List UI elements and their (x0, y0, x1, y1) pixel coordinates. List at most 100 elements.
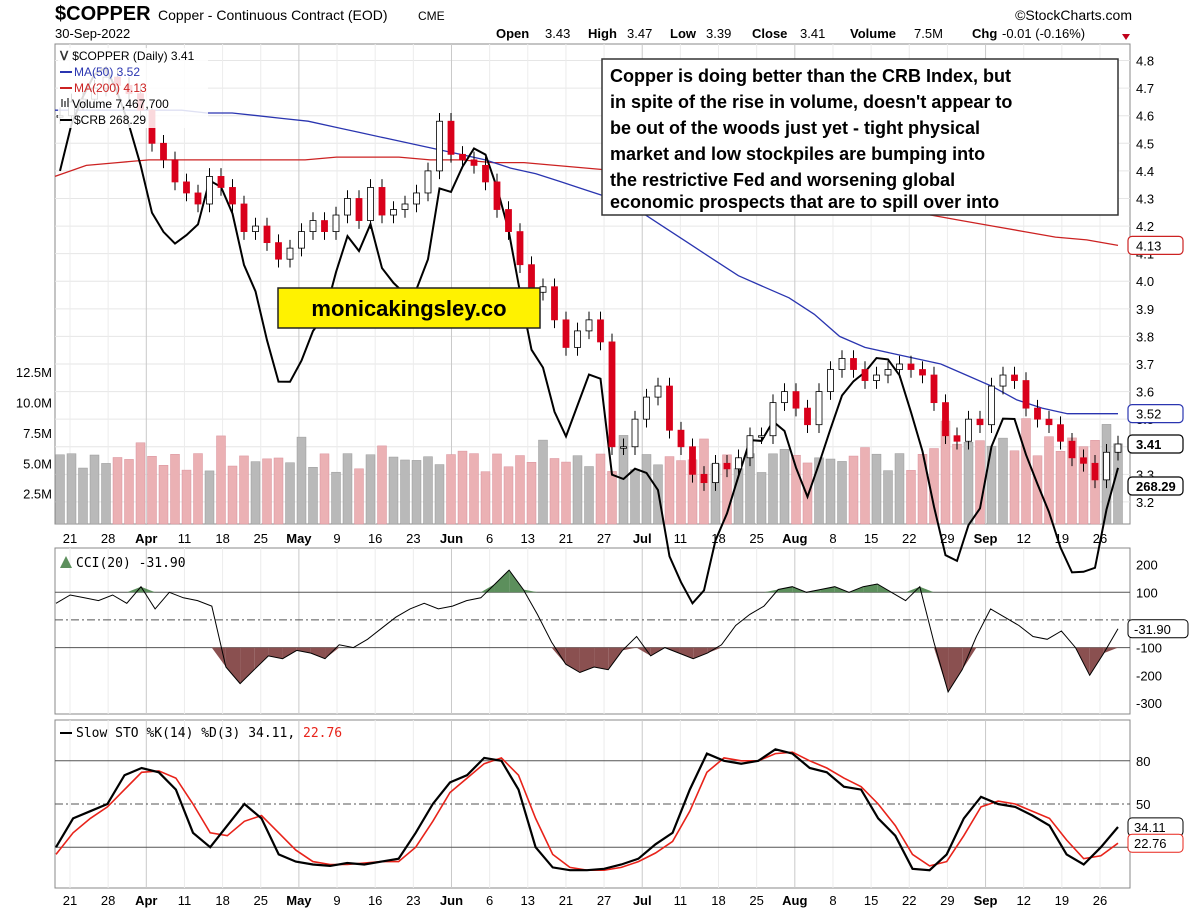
candle-body (160, 142, 167, 161)
x-tick-label-bottom: 19 (1055, 893, 1069, 908)
cci-oversold-fill (1089, 647, 1104, 676)
candle-body (390, 209, 397, 216)
volume-bar (480, 471, 491, 525)
candle-body (240, 203, 248, 232)
volume-bar (1032, 455, 1043, 525)
volume-bar (66, 453, 77, 525)
crb-series-line (59, 66, 1119, 606)
volume-bar (331, 471, 341, 525)
candle-body (643, 396, 650, 420)
legend-crb: $CRB 268.29 (74, 113, 146, 127)
watermark-bg (277, 287, 541, 329)
sto-label: Slow STO %K(14) %D(3) 34.11, 22.76 (76, 726, 342, 741)
volume-bar (296, 436, 307, 525)
volume-bar (848, 455, 859, 525)
volume-bar (894, 453, 905, 525)
volume-bar (814, 457, 824, 525)
cci-oversold-fill (636, 647, 651, 656)
volume-bar (101, 463, 111, 525)
cci-label: CCI(20) -31.90 (76, 556, 186, 571)
volume-bar (986, 445, 997, 525)
cci-oversold-fill (622, 647, 637, 651)
candle-body (965, 418, 972, 442)
x-tick-label-bottom: 27 (597, 893, 611, 908)
candle-body (482, 164, 489, 183)
x-tick-label-bottom: 16 (368, 893, 382, 908)
x-tick-label-bottom: 15 (864, 893, 878, 908)
price-tick-label: 4.6 (1136, 109, 1154, 124)
x-tick-label: 11 (178, 531, 192, 546)
volume-bar (722, 454, 732, 525)
candle-body (355, 198, 363, 221)
volume-bar (354, 468, 364, 525)
candle-body (470, 159, 478, 166)
volume-bar (147, 456, 157, 525)
low-value: 3.39 (706, 26, 731, 41)
cci-legend: CCI(20) -31.90 (60, 556, 186, 571)
sto-d-frame (1127, 833, 1184, 853)
cci-value-tag: -31.90 (1134, 622, 1171, 637)
quote-strip: Open 3.43 High 3.47 Low 3.39 Close 3.41 … (496, 26, 1130, 41)
volume-label: Volume (850, 26, 896, 41)
ma200-value-tag: 4.13 (1136, 238, 1161, 253)
volume-bar (572, 455, 583, 525)
cci-oversold-fill (594, 647, 609, 670)
volume-bar (55, 454, 65, 525)
crb-value-tag-frame (1127, 476, 1184, 496)
commentary-frame (601, 58, 1119, 216)
volume-bar (584, 466, 594, 525)
candle-body (539, 286, 547, 293)
x-tick-label: Apr (135, 531, 157, 546)
candle-body (1011, 374, 1018, 381)
volume-bar (170, 454, 180, 525)
x-tick-label: 11 (674, 531, 688, 546)
cci-overbought-fill (820, 586, 835, 593)
ma50-value-tag: 3.52 (1136, 407, 1161, 422)
volume-bar (906, 470, 916, 525)
candle-body (447, 120, 455, 155)
watermark-badge: monicakingsley.co (277, 287, 541, 329)
sto-k-line (55, 748, 1119, 872)
x-tick-label: 9 (333, 531, 340, 546)
candle-body (631, 418, 639, 448)
open-label: Open (496, 26, 529, 41)
x-tick-label: 25 (749, 531, 763, 546)
x-tick-label-bottom: May (286, 893, 312, 908)
candle-body (988, 385, 995, 426)
x-tick-label-bottom: 23 (406, 893, 420, 908)
legend-ma50: MA(50) 3.52 (74, 65, 140, 79)
close-label: Close (752, 26, 787, 41)
volume-bar (1009, 450, 1020, 525)
candle-body (183, 181, 190, 194)
volume-bar (273, 457, 284, 525)
high-value: 3.47 (627, 26, 652, 41)
x-tick-label-bottom: 12 (1016, 893, 1030, 908)
sto-k-value-tag: 34.11 (1134, 820, 1166, 835)
x-tick-label-bottom: 11 (674, 893, 688, 908)
candle-body (620, 446, 627, 449)
price-tick-label: 4.5 (1136, 136, 1154, 151)
x-tick-label-bottom: 13 (521, 893, 535, 908)
candle-body (332, 214, 340, 232)
cci-oversold-fill (679, 647, 694, 659)
crb-value-tag: 268.29 (1136, 479, 1176, 494)
candle-body (493, 181, 501, 210)
x-tick-label-bottom: 29 (940, 893, 954, 908)
candle-body (367, 187, 374, 221)
candle-body (1057, 424, 1064, 442)
commentary-text: Copper is doing better than the CRB Inde… (610, 66, 1017, 212)
x-tick-label-bottom: 28 (101, 893, 115, 908)
candle-body (654, 385, 662, 398)
open-value: 3.43 (545, 26, 570, 41)
volume-tick-label: 12.5M (16, 365, 52, 380)
volume-bar (883, 470, 893, 525)
price-tick-label: 4.3 (1136, 191, 1154, 206)
x-tick-label: 15 (864, 531, 878, 546)
volume-bar (515, 455, 525, 525)
candle-body (551, 286, 558, 321)
candle-body (608, 341, 616, 448)
cci-oversold-fill (707, 647, 722, 654)
symbol-title: $COPPER (55, 3, 151, 25)
volume-bar (388, 456, 399, 525)
candle-body (1034, 407, 1041, 420)
